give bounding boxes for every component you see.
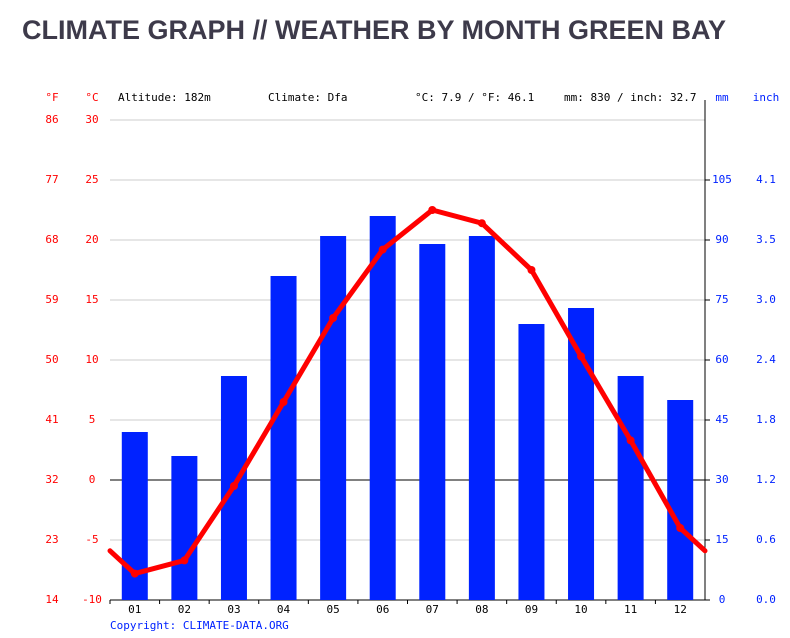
x-tick-label: 02 (178, 603, 191, 616)
y3-tick-label: 0.6 (756, 533, 776, 546)
axis-unit: °F (45, 91, 58, 104)
y3-tick-label: 3.0 (756, 293, 776, 306)
bar (171, 456, 198, 600)
copyright: Copyright: CLIMATE-DATA.ORG (110, 619, 289, 632)
yf-tick-label: 86 (45, 113, 58, 126)
bar (667, 400, 694, 600)
axis-unit: inch (753, 91, 780, 104)
y2-tick-label: 0 (719, 593, 726, 606)
point (577, 352, 586, 361)
y3-tick-label: 3.5 (756, 233, 776, 246)
info: Climate: Dfa (268, 91, 347, 104)
yf-tick-label: 59 (45, 293, 58, 306)
point (180, 556, 189, 565)
bar (419, 244, 446, 600)
y3-tick-label: 0.0 (756, 593, 776, 606)
point (378, 245, 387, 254)
point (428, 206, 437, 214)
info: mm: 830 / inch: 32.7 (564, 91, 696, 104)
y-tick-label: 0 (89, 473, 96, 486)
bar (468, 236, 495, 600)
chart-title: CLIMATE GRAPH // WEATHER BY MONTH GREEN … (22, 15, 726, 45)
x-tick-label: 10 (574, 603, 587, 616)
point (279, 398, 288, 406)
y2-tick-label: 30 (715, 473, 728, 486)
bar (369, 216, 396, 600)
point (329, 314, 338, 322)
y-tick-label: 10 (85, 353, 98, 366)
point (527, 266, 536, 274)
yf-tick-label: 14 (45, 593, 59, 606)
axis-unit: °C (85, 91, 98, 104)
axis-unit: mm (715, 91, 729, 104)
y-tick-label: -10 (82, 593, 102, 606)
x-tick-label: 03 (227, 603, 240, 616)
y3-tick-label: 1.8 (756, 413, 776, 426)
point (676, 524, 685, 532)
yf-tick-label: 68 (45, 233, 58, 246)
temperature-line (134, 207, 683, 577)
y-tick-label: 15 (85, 293, 98, 306)
point (477, 219, 486, 228)
x-tick-label: 12 (674, 603, 687, 616)
x-tick-label: 11 (624, 603, 637, 616)
x-tick-label: 05 (327, 603, 340, 616)
y3-tick-label: 2.4 (756, 353, 776, 366)
y2-tick-label: 60 (715, 353, 728, 366)
line-wrap (677, 525, 708, 554)
yf-tick-label: 32 (45, 473, 58, 486)
yf-tick-label: 77 (45, 173, 58, 186)
y-tick-label: 5 (89, 413, 96, 426)
point (229, 482, 238, 490)
x-tick-label: 09 (525, 603, 538, 616)
point (130, 569, 139, 578)
bar (518, 324, 545, 600)
y-tick-label: -5 (85, 533, 98, 546)
y2-tick-label: 90 (715, 233, 728, 246)
y2-tick-label: 105 (712, 173, 732, 186)
info: Altitude: 182m (118, 91, 211, 104)
y3-tick-label: 1.2 (756, 473, 776, 486)
bar (320, 236, 347, 600)
point (626, 436, 635, 445)
line-wrap (107, 548, 138, 577)
x-tick-label: 04 (277, 603, 291, 616)
x-tick-label: 08 (475, 603, 488, 616)
y2-tick-label: 15 (715, 533, 728, 546)
bar (617, 376, 644, 600)
x-tick-label: 07 (426, 603, 439, 616)
yf-tick-label: 50 (45, 353, 58, 366)
yf-tick-label: 41 (45, 413, 58, 426)
y-tick-label: 25 (85, 173, 98, 186)
y3-tick-label: 4.1 (756, 173, 776, 186)
x-tick-label: 06 (376, 603, 389, 616)
x-tick-label: 01 (128, 603, 141, 616)
y2-tick-label: 45 (715, 413, 728, 426)
info: °C: 7.9 / °F: 46.1 (415, 91, 534, 104)
y-tick-label: 30 (85, 113, 98, 126)
y-tick-label: 20 (85, 233, 98, 246)
yf-tick-label: 23 (45, 533, 58, 546)
bar (270, 276, 297, 600)
y2-tick-label: 75 (715, 293, 728, 306)
